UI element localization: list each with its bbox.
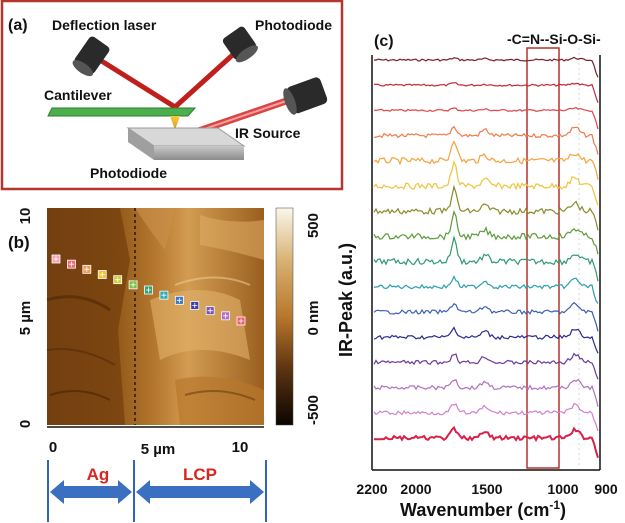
spectra-x-tick-2000: 2000 bbox=[400, 481, 431, 497]
afm-marker-cross bbox=[192, 303, 198, 308]
spectrum-trace bbox=[373, 209, 599, 255]
afm-y-tick-0: 0 bbox=[17, 420, 34, 428]
afm-marker-cross bbox=[53, 256, 59, 262]
afm-marker-cross bbox=[176, 297, 182, 303]
spectrum-trace bbox=[373, 352, 599, 380]
spectra-x-label: Wavenumber (cm-1) bbox=[400, 498, 566, 520]
photodiode-top-icon bbox=[222, 26, 258, 63]
afm-marker-cross bbox=[68, 261, 74, 267]
spectrum-trace bbox=[373, 326, 599, 354]
spectrum-trace bbox=[373, 235, 599, 282]
spectrum-trace bbox=[373, 82, 599, 103]
afm-marker-cross bbox=[130, 282, 136, 288]
cantilever-bar bbox=[47, 107, 197, 117]
colorbar bbox=[275, 207, 294, 426]
label-photodiode-top: Photodiode bbox=[255, 17, 332, 33]
label-cantilever: Cantilever bbox=[44, 87, 112, 103]
panel-b: (b) 10 5 µm 0 0 5 µm 10 500 0 bbox=[8, 208, 322, 522]
panel-b-label: (b) bbox=[8, 233, 30, 252]
spectrum-trace bbox=[373, 56, 599, 78]
afm-marker-cross bbox=[207, 308, 213, 314]
spectrum-trace bbox=[373, 140, 599, 180]
spectrum-trace bbox=[373, 160, 599, 206]
panel-a: (a) Deflection laser Photodiode Cantilev… bbox=[0, 0, 344, 191]
afm-marker-cross bbox=[223, 313, 229, 319]
label-photodiode-bottom: Photodiode bbox=[90, 165, 167, 181]
cantilever-tip bbox=[170, 116, 180, 130]
afm-y-tick-5: 5 µm bbox=[17, 301, 34, 336]
spectra-x-tick-1000: 1000 bbox=[547, 481, 578, 497]
lcp-region-arrow bbox=[136, 480, 264, 504]
afm-marker-cross bbox=[238, 318, 244, 324]
ag-region-arrow bbox=[50, 480, 132, 504]
spectrum-trace bbox=[373, 378, 599, 407]
colorbar-tick-minus500: -500 bbox=[305, 395, 322, 425]
afm-x-tick-5: 5 µm bbox=[141, 441, 176, 458]
afm-marker-cross bbox=[84, 266, 90, 272]
colorbar-tick-500: 500 bbox=[305, 213, 322, 238]
afm-marker-cross bbox=[99, 272, 105, 277]
spectra-y-label: IR-Peak (a.u.) bbox=[336, 243, 356, 357]
label-deflection-laser: Deflection laser bbox=[52, 17, 157, 33]
label-ir-source: IR Source bbox=[235, 125, 301, 141]
x-label-main: Wavenumber (cm bbox=[400, 500, 549, 520]
x-label-end: ) bbox=[560, 500, 566, 520]
deflection-laser-icon bbox=[72, 36, 110, 77]
sample-slab-front bbox=[154, 146, 244, 160]
panel-c: (c) -C=N--Si-O-Si- IR-Peak (a.u.) 2200 2… bbox=[336, 31, 618, 520]
ir-source-icon bbox=[283, 77, 328, 115]
panel-c-label: (c) bbox=[374, 33, 394, 50]
colorbar-tick-0: 0 nm bbox=[305, 300, 322, 335]
bond-annotation: -C=N--Si-O-Si- bbox=[507, 31, 601, 47]
spectrum-trace bbox=[373, 106, 599, 130]
ag-region-label: Ag bbox=[87, 465, 110, 484]
panel-a-label: (a) bbox=[8, 17, 28, 34]
afm-marker-cross bbox=[115, 277, 121, 283]
afm-y-tick-10: 10 bbox=[17, 208, 34, 225]
highlight-box bbox=[526, 47, 560, 469]
spectrum-trace bbox=[373, 402, 599, 432]
spectrum-trace bbox=[373, 184, 599, 231]
spectrum-trace bbox=[373, 425, 599, 458]
afm-marker-cross bbox=[146, 287, 151, 293]
spectra-traces bbox=[373, 56, 599, 458]
spectra-x-tick-1500: 1500 bbox=[471, 481, 502, 497]
afm-markers bbox=[51, 254, 246, 326]
spectra-x-tick-2200: 2200 bbox=[356, 481, 387, 497]
lcp-region-label: LCP bbox=[183, 465, 217, 484]
spectrum-trace bbox=[373, 275, 599, 304]
spectrum-trace bbox=[373, 125, 599, 155]
spectra-x-tick-900: 900 bbox=[594, 481, 618, 497]
sample-slab-side bbox=[128, 128, 154, 160]
x-label-sup: -1 bbox=[549, 498, 560, 512]
spectrum-trace bbox=[373, 301, 599, 332]
afm-image bbox=[46, 208, 264, 425]
afm-x-tick-0: 0 bbox=[49, 439, 57, 456]
afm-marker-cross bbox=[161, 292, 167, 298]
afm-x-tick-10: 10 bbox=[232, 439, 249, 456]
